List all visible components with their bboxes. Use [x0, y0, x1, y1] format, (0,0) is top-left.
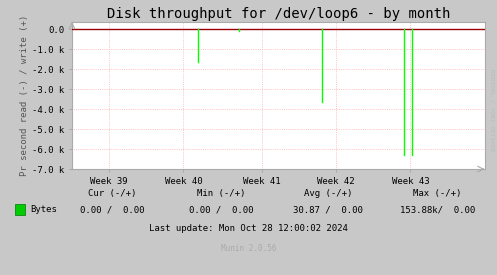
Text: Munin 2.0.56: Munin 2.0.56 — [221, 244, 276, 253]
Text: Min (-/+): Min (-/+) — [197, 189, 246, 198]
Text: 153.88k/  0.00: 153.88k/ 0.00 — [400, 205, 475, 214]
Text: 0.00 /  0.00: 0.00 / 0.00 — [80, 205, 144, 214]
Title: Disk throughput for /dev/loop6 - by month: Disk throughput for /dev/loop6 - by mont… — [107, 7, 450, 21]
Text: Avg (-/+): Avg (-/+) — [304, 189, 352, 198]
Text: Cur (-/+): Cur (-/+) — [87, 189, 136, 198]
Text: 30.87 /  0.00: 30.87 / 0.00 — [293, 205, 363, 214]
Text: RRDTOOL / TOBI OETIKER: RRDTOOL / TOBI OETIKER — [490, 69, 495, 151]
Text: 0.00 /  0.00: 0.00 / 0.00 — [189, 205, 253, 214]
Bar — [15, 204, 25, 215]
Text: Max (-/+): Max (-/+) — [413, 189, 462, 198]
Text: Bytes: Bytes — [30, 205, 57, 214]
Text: Last update: Mon Oct 28 12:00:02 2024: Last update: Mon Oct 28 12:00:02 2024 — [149, 224, 348, 233]
Y-axis label: Pr second read (-) / write (+): Pr second read (-) / write (+) — [20, 15, 29, 176]
